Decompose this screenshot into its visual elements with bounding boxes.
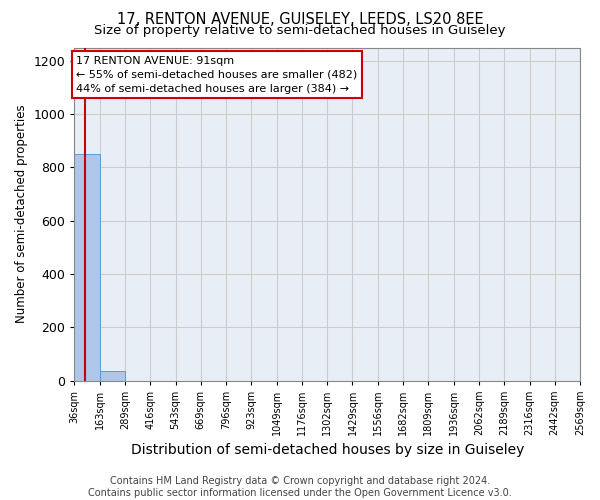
Text: 17 RENTON AVENUE: 91sqm
← 55% of semi-detached houses are smaller (482)
44% of s: 17 RENTON AVENUE: 91sqm ← 55% of semi-de… (76, 56, 358, 94)
Bar (100, 372, 125, 380)
X-axis label: Distribution of semi-detached houses by size in Guiseley: Distribution of semi-detached houses by … (131, 444, 524, 458)
Text: 17, RENTON AVENUE, GUISELEY, LEEDS, LS20 8EE: 17, RENTON AVENUE, GUISELEY, LEEDS, LS20… (116, 12, 484, 28)
Text: Size of property relative to semi-detached houses in Guiseley: Size of property relative to semi-detach… (94, 24, 506, 37)
Y-axis label: Number of semi-detached properties: Number of semi-detached properties (15, 105, 28, 324)
Text: Contains HM Land Registry data © Crown copyright and database right 2024.
Contai: Contains HM Land Registry data © Crown c… (88, 476, 512, 498)
Bar (74, 154, 100, 380)
